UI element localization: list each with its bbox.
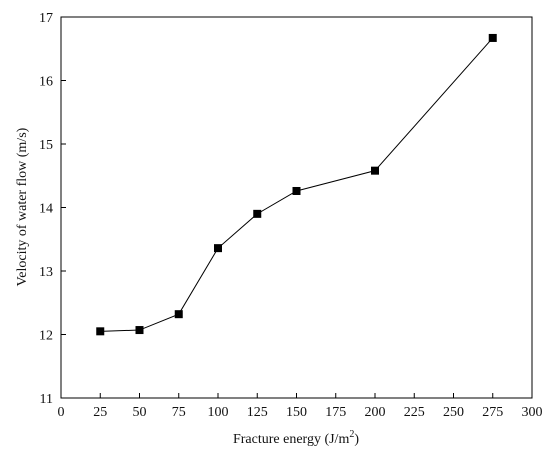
data-point xyxy=(488,33,497,42)
data-point xyxy=(96,327,105,336)
x-axis-title-main: Fracture energy (J/m xyxy=(233,432,349,447)
x-tick-label: 100 xyxy=(208,405,229,420)
x-tick-label: 275 xyxy=(482,405,503,420)
x-tick-label: 250 xyxy=(443,405,464,420)
y-tick-label: 16 xyxy=(39,75,53,90)
series-line xyxy=(100,37,494,332)
x-tick-label: 300 xyxy=(522,405,543,420)
x-tick-label: 150 xyxy=(286,405,307,420)
y-tick-label: 17 xyxy=(39,11,53,26)
x-tick-label: 75 xyxy=(172,405,186,420)
data-point xyxy=(371,166,379,175)
data-point xyxy=(253,209,262,218)
data-point xyxy=(292,186,301,195)
y-axis-title: Velocity of water flow (m/s) xyxy=(15,127,30,286)
x-tick-label: 25 xyxy=(93,405,107,420)
x-tick-label: 50 xyxy=(133,405,147,420)
series-layer xyxy=(96,33,497,336)
y-tick-label: 15 xyxy=(39,138,53,153)
y-tick-label: 11 xyxy=(40,392,53,407)
x-tick-label: 125 xyxy=(247,405,268,420)
y-tick-label: 12 xyxy=(39,329,53,344)
y-axis: 11 12 13 14 15 16 17 xyxy=(39,11,66,407)
x-axis-title: Fracture energy (J/m2) xyxy=(233,429,359,447)
y-tick-label: 14 xyxy=(39,202,53,217)
plot-area-frame xyxy=(60,16,533,399)
y-tick-label: 13 xyxy=(39,265,53,280)
x-tick-label: 225 xyxy=(404,405,425,420)
x-tick-label: 200 xyxy=(365,405,386,420)
x-tick-label: 0 xyxy=(58,405,65,420)
x-axis: 0 25 50 75 100 125 150 175 200 225 250 275 300 xyxy=(58,393,543,420)
data-point xyxy=(135,326,144,335)
data-point xyxy=(214,244,222,253)
x-tick-label: 175 xyxy=(325,405,346,420)
x-axis-title-suffix: ) xyxy=(354,432,359,447)
data-point xyxy=(174,310,183,319)
x-axis-title-superscript: 2 xyxy=(349,429,354,440)
